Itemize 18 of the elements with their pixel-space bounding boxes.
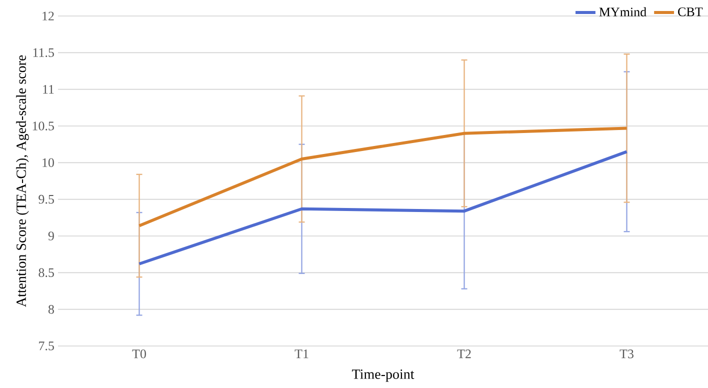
x-tick-label: T2 <box>457 350 471 358</box>
y-tick-label: 9 <box>48 232 54 240</box>
y-tick-label: 7.5 <box>39 342 54 350</box>
y-tick-label: 9.5 <box>38 194 54 204</box>
x-tick-label: T3 <box>620 350 634 358</box>
x-tick-label: T0 <box>132 350 146 358</box>
legend-label: MYmind <box>599 7 646 16</box>
y-tick-label: 10 <box>42 158 54 168</box>
y-axis-title: Attention Score (TEA-Ch), Aged-scale score <box>16 55 29 308</box>
y-tick-label: 12 <box>42 12 54 20</box>
y-tick-label: 8 <box>48 304 54 314</box>
legend-label: CBT <box>678 7 703 16</box>
x-tick-label: T1 <box>294 350 308 358</box>
y-tick-label: 11.5 <box>33 48 54 58</box>
y-tick-label: 11 <box>43 85 54 94</box>
y-tick-label: 10.5 <box>32 122 54 130</box>
y-tick-label: 8.5 <box>38 268 54 278</box>
x-axis-title: Time-point <box>352 370 414 382</box>
